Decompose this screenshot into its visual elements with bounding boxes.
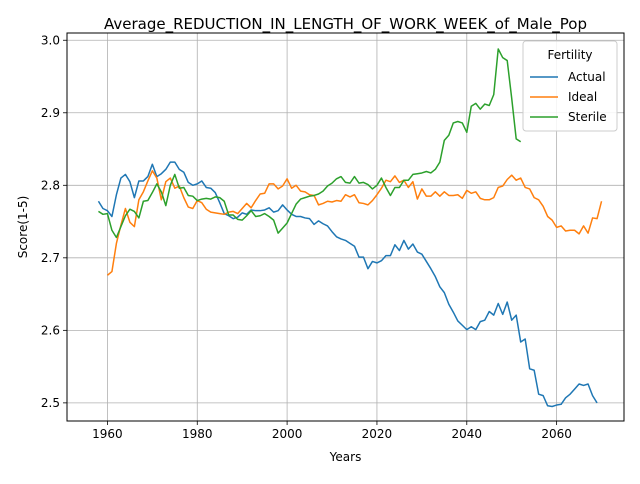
y-tick-label: 2.8 xyxy=(41,178,60,192)
y-axis-ticks: 2.5 2.6 2.7 2.8 2.9 3.0 xyxy=(41,33,67,410)
series-line-sterile xyxy=(98,48,522,239)
chart-title: Average_REDUCTION_IN_LENGTH_OF_WORK_WEEK… xyxy=(104,15,587,34)
x-axis-ticks: 1960 1980 2000 2020 2040 2060 xyxy=(92,421,572,441)
y-tick-label: 3.0 xyxy=(41,33,60,47)
plot-area-frame xyxy=(66,32,625,422)
legend-label-actual: Actual xyxy=(568,70,606,84)
x-tick-label: 2060 xyxy=(541,427,572,441)
y-tick-label: 2.9 xyxy=(41,106,60,120)
legend-label-ideal: Ideal xyxy=(568,90,597,104)
legend-label-sterile: Sterile xyxy=(568,110,607,124)
legend-title: Fertility xyxy=(547,48,592,62)
y-tick-label: 2.7 xyxy=(41,251,60,265)
series-lines xyxy=(97,48,603,408)
series-line-actual xyxy=(97,161,598,408)
x-axis-label: Years xyxy=(329,450,362,464)
x-tick-label: 1960 xyxy=(92,427,123,441)
x-tick-label: 2040 xyxy=(452,427,483,441)
x-tick-label: 2000 xyxy=(272,427,303,441)
legend-box xyxy=(522,40,618,132)
legend: Fertility Actual Ideal Sterile xyxy=(522,40,618,132)
x-tick-label: 1980 xyxy=(182,427,213,441)
x-tick-label: 2020 xyxy=(362,427,393,441)
series-line-ideal xyxy=(106,170,603,276)
y-axis-label: Score(1-5) xyxy=(16,196,30,259)
y-tick-label: 2.6 xyxy=(41,323,60,337)
y-tick-label: 2.5 xyxy=(41,396,60,410)
